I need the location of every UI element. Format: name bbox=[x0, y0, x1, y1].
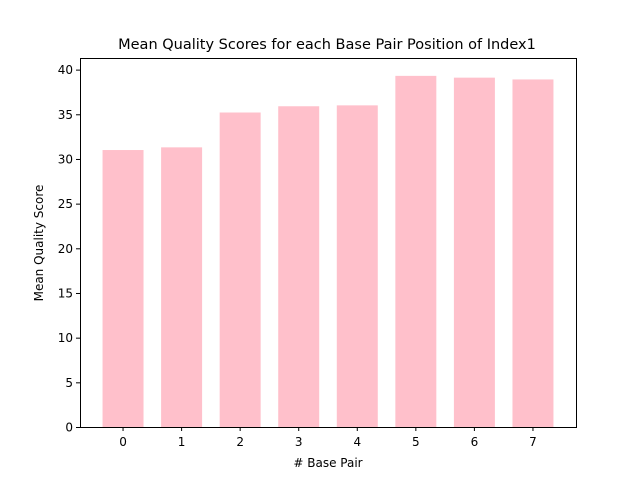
bar-6 bbox=[453, 77, 495, 427]
y-tick-label-40: 40 bbox=[58, 63, 73, 77]
bar-0 bbox=[102, 150, 144, 427]
x-tick-label-0: 0 bbox=[119, 435, 127, 449]
y-tick-label-35: 35 bbox=[58, 108, 73, 122]
bars-group bbox=[102, 75, 554, 427]
x-tick-label-6: 6 bbox=[471, 435, 479, 449]
y-tick-label-10: 10 bbox=[58, 331, 73, 345]
x-axis-label: # Base Pair bbox=[293, 456, 362, 470]
x-tick-label-7: 7 bbox=[529, 435, 537, 449]
bar-1 bbox=[161, 147, 203, 427]
y-tick-label-5: 5 bbox=[65, 376, 73, 390]
bar-3 bbox=[278, 106, 320, 427]
y-tick-label-15: 15 bbox=[58, 286, 73, 300]
bar-4 bbox=[336, 105, 378, 427]
bar-2 bbox=[219, 112, 261, 427]
x-tick-label-2: 2 bbox=[236, 435, 244, 449]
y-tick-label-30: 30 bbox=[58, 152, 73, 166]
y-axis: 0 5 10 15 20 25 30 35 40 bbox=[58, 63, 80, 435]
x-tick-label-1: 1 bbox=[178, 435, 186, 449]
y-axis-label: Mean Quality Score bbox=[32, 185, 46, 302]
x-axis: 0 1 2 3 4 5 6 7 bbox=[119, 427, 537, 449]
x-tick-label-3: 3 bbox=[295, 435, 303, 449]
bar-5 bbox=[395, 75, 437, 427]
bar-7 bbox=[512, 79, 554, 427]
y-tick-label-20: 20 bbox=[58, 242, 73, 256]
chart-title: Mean Quality Scores for each Base Pair P… bbox=[118, 37, 536, 53]
y-tick-label-25: 25 bbox=[58, 197, 73, 211]
x-tick-label-4: 4 bbox=[353, 435, 361, 449]
plot-frame bbox=[80, 58, 577, 428]
y-tick-label-0: 0 bbox=[65, 421, 73, 435]
x-tick-label-5: 5 bbox=[412, 435, 420, 449]
